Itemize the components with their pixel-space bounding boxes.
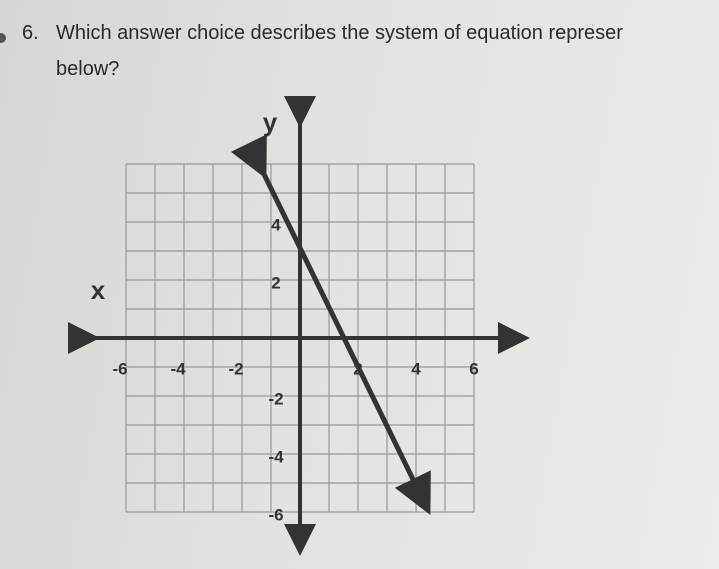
graph-line [230, 134, 431, 515]
tick-labels: -6 -4 -2 2 4 6 4 2 -2 -4 -6 [112, 215, 478, 524]
tick-label: -6 [112, 359, 127, 378]
tick-label: -4 [268, 447, 284, 466]
tick-label: -6 [268, 505, 283, 524]
tick-label: -2 [268, 389, 283, 408]
x-axis-label: x [91, 275, 106, 305]
tick-label: 6 [469, 359, 478, 378]
tick-label: -4 [170, 359, 186, 378]
tick-label: 2 [271, 273, 280, 292]
bullet [0, 33, 6, 43]
tick-label: 4 [271, 215, 281, 234]
question-line: below? [56, 58, 120, 80]
y-axis-label: y [263, 107, 278, 137]
question-line: Which answer choice describes the system… [56, 22, 623, 44]
tick-label: -2 [228, 359, 243, 378]
tick-label: 4 [411, 359, 421, 378]
tick-label: 2 [353, 359, 362, 378]
question-number: 6. [22, 22, 39, 44]
